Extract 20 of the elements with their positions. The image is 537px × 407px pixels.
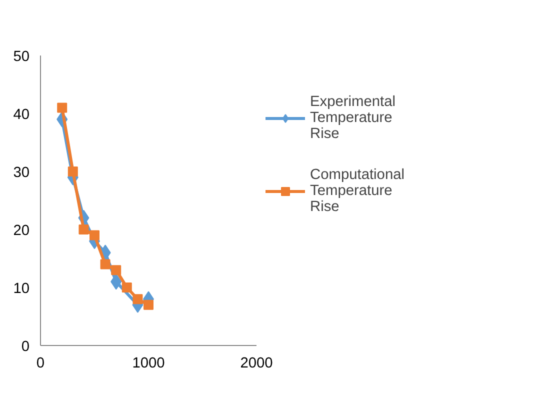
point — [68, 166, 78, 176]
y-tick-label: 40 — [13, 107, 30, 123]
y-tick-label: 30 — [13, 165, 30, 181]
legend-label: Experimental Temperature Rise — [310, 94, 396, 142]
point — [100, 259, 110, 270]
x-tick-label: 2000 — [240, 356, 273, 372]
legend-label: Computational Temperature Rise — [310, 167, 405, 215]
point — [111, 265, 122, 276]
y-tick-label: 50 — [13, 49, 30, 65]
point — [57, 102, 68, 113]
point — [78, 224, 89, 234]
y-tick-label: 20 — [13, 223, 30, 239]
point — [90, 230, 100, 240]
x-tick-label: 1000 — [132, 356, 165, 372]
point — [122, 282, 132, 292]
y-tick-label: 0 — [21, 339, 30, 355]
point — [132, 294, 143, 304]
x-tick-label: 0 — [36, 356, 45, 372]
point — [144, 300, 154, 310]
y-tick-label: 10 — [13, 281, 30, 297]
